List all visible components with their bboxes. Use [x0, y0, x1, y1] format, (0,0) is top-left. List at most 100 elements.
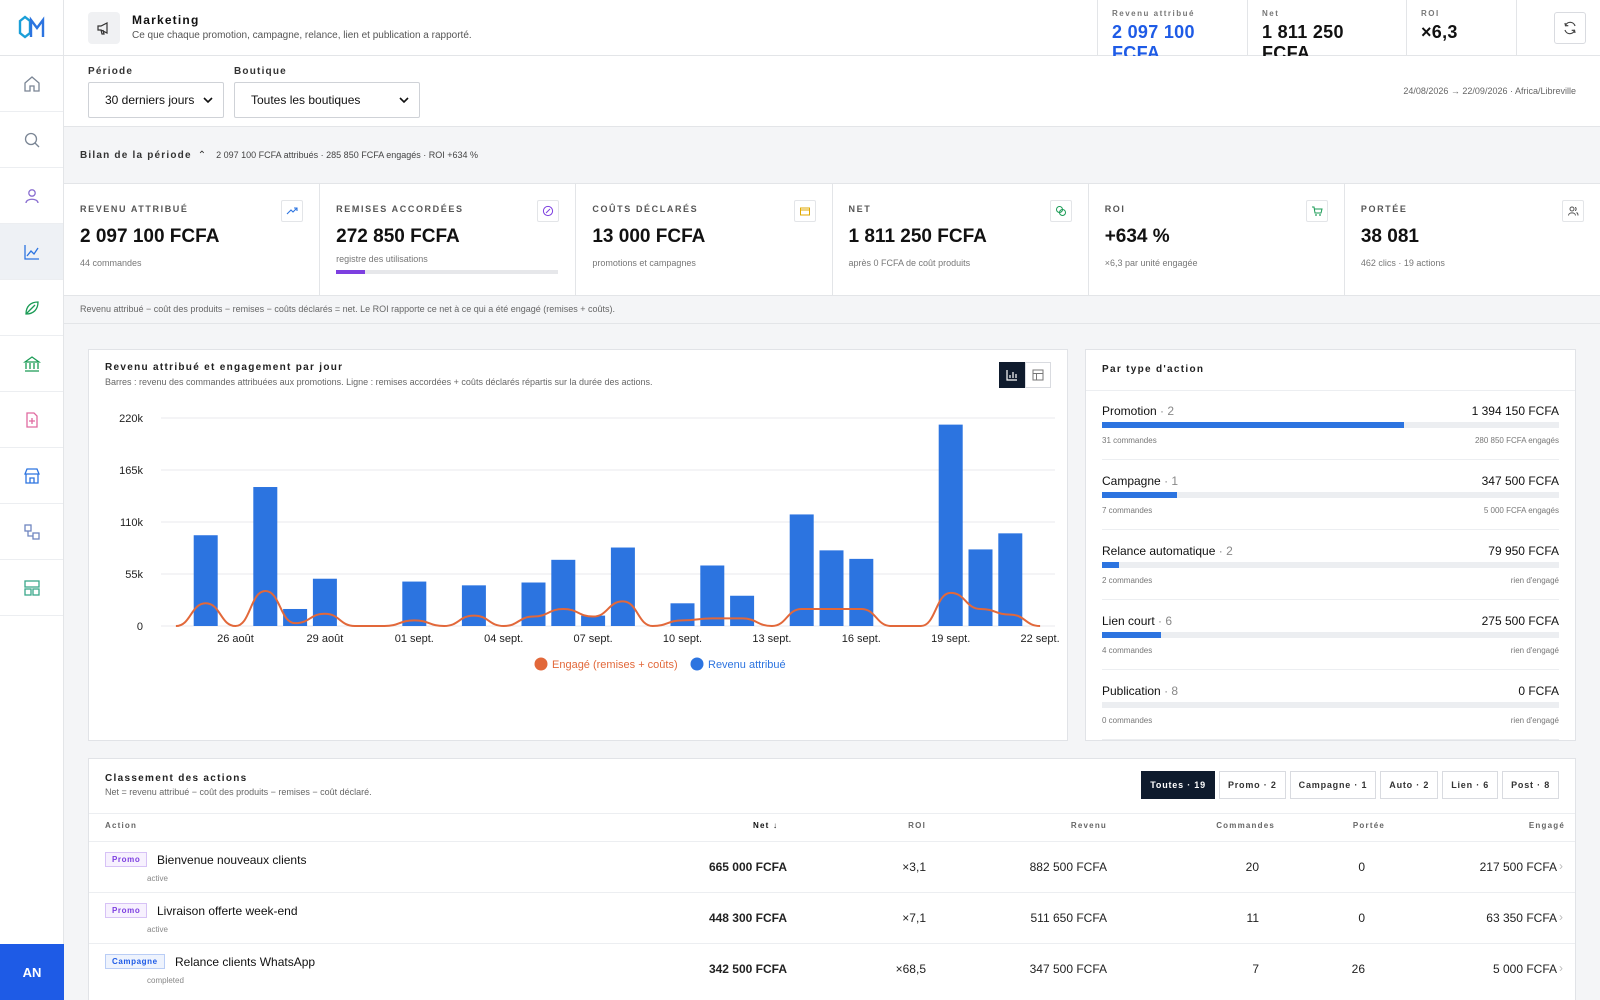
filter-chip[interactable]: Promo · 2	[1218, 771, 1286, 799]
table-row[interactable]: Promo Bienvenue nouveaux clients active 665…	[89, 841, 1575, 892]
ranking-filter-chips: Toutes · 19 Promo · 2 Campagne · 1 Auto · 2…	[1141, 771, 1559, 799]
chevron-down-icon	[399, 97, 409, 104]
card-net: Net 1 811 250 FCFA après 0 FCFA de coût …	[833, 184, 1089, 295]
card-label: Coûts déclarés	[592, 204, 699, 214]
nav-home[interactable]	[0, 56, 63, 112]
col-net[interactable]: Net ↓	[753, 821, 778, 830]
card-value: 1 811 250 FCFA	[848, 226, 987, 247]
revenue-chart: 0 55k 110k 165k 220k 26 août 29 août 01 sept. 04…	[119, 413, 1060, 671]
filter-chip[interactable]: Campagne · 1	[1289, 771, 1377, 799]
action-type-item[interactable]: Promotion · 2 1 394 150 FCFA 31 commandes 2…	[1102, 390, 1559, 460]
col-net-label: Net	[753, 821, 770, 830]
filter-chip[interactable]: Post · 8	[1502, 771, 1559, 799]
action-engaged: 5 000 FCFA	[1492, 962, 1557, 976]
action-type-tag: Campagne	[105, 954, 165, 969]
action-type-engaged: 5 000 FCFA engagés	[1483, 506, 1559, 515]
card-revenue: Revenu attribué 2 097 100 FCFA 44 comman…	[64, 184, 321, 295]
nav-marketing[interactable]	[0, 224, 63, 280]
refresh-icon	[1564, 21, 1576, 35]
period-summary-title: Bilan de la période	[80, 149, 192, 161]
page-subtitle: Ce que chaque promotion, campagne, relan…	[132, 30, 472, 41]
filter-chip[interactable]: Auto · 2	[1380, 771, 1439, 799]
action-roi: ×3,1	[902, 860, 926, 874]
logo-icon	[18, 14, 44, 39]
col-roi[interactable]: ROI	[908, 821, 926, 830]
nav-finance[interactable]	[0, 336, 63, 392]
app-logo[interactable]	[0, 0, 63, 56]
sort-desc-icon: ↓	[772, 821, 779, 830]
nav-search[interactable]	[0, 112, 63, 168]
home-icon	[23, 75, 40, 92]
x-tick-label: 01 sept.	[395, 633, 434, 645]
action-name: Livraison offerte week-end	[157, 904, 298, 918]
nav-customers[interactable]	[0, 168, 63, 224]
bar-chart-icon	[1006, 370, 1017, 381]
chevron-up-icon[interactable]: ⌃	[197, 149, 207, 161]
y-tick-label: 0	[137, 621, 143, 633]
card-sub: registre des utilisations	[336, 254, 428, 264]
wallet-icon	[793, 200, 816, 222]
action-type-name: Relance automatique · 2	[1102, 544, 1233, 558]
bank-icon	[22, 355, 41, 372]
users-icon	[1562, 200, 1585, 222]
action-type-item[interactable]: Relance automatique · 2 79 950 FCFA 2 comm…	[1102, 530, 1559, 600]
megaphone-icon	[88, 12, 120, 44]
action-type-engaged: rien d'engagé	[1510, 646, 1559, 655]
action-reach: 26	[1351, 962, 1365, 976]
chart-line-icon	[23, 244, 39, 260]
period-select[interactable]: 30 derniers jours	[88, 82, 224, 118]
action-type-item[interactable]: Lien court · 6 275 500 FCFA 4 commandes rie…	[1102, 600, 1559, 670]
nav-integrations[interactable]	[0, 504, 63, 560]
nav-products[interactable]	[0, 280, 63, 336]
col-orders[interactable]: Commandes	[1216, 821, 1275, 830]
col-revenue[interactable]: Revenu	[1070, 821, 1107, 830]
bar	[312, 578, 337, 626]
chevron-right-icon: ›	[1559, 859, 1563, 873]
col-engaged[interactable]: Engagé	[1528, 821, 1565, 830]
action-net: 342 500 FCFA	[708, 962, 787, 976]
layout-icon	[23, 579, 40, 596]
action-engaged: 63 350 FCFA	[1486, 911, 1557, 925]
filter-chip[interactable]: Toutes · 19	[1141, 771, 1215, 799]
x-tick-label: 07 sept.	[574, 633, 613, 645]
table-view-button[interactable]	[1025, 362, 1051, 388]
bar	[521, 582, 546, 626]
action-type-item[interactable]: Campagne · 1 347 500 FCFA 7 commandes 5 000…	[1102, 460, 1559, 530]
action-type-item[interactable]: Publication · 8 0 FCFA 0 commandes rien d'e…	[1102, 670, 1559, 740]
card-roi: ROI +634 % ×6,3 par unité engagée	[1089, 184, 1345, 295]
bar	[461, 585, 486, 626]
card-sub: après 0 FCFA de coût produits	[848, 258, 971, 268]
action-roi: ×68,5	[895, 962, 926, 976]
nav-shops[interactable]	[0, 448, 63, 504]
card-label: ROI	[1104, 204, 1126, 214]
nav-layout[interactable]	[0, 560, 63, 616]
period-summary[interactable]: Bilan de la période ⌃ 2 097 100 FCFA att…	[64, 127, 1600, 184]
col-reach[interactable]: Portée	[1352, 821, 1385, 830]
table-row[interactable]: Promo Livraison offerte week-end active 448…	[89, 892, 1575, 943]
shop-select[interactable]: Toutes les boutiques	[234, 82, 420, 118]
refresh-button[interactable]	[1554, 12, 1586, 44]
table-row[interactable]: Campagne Relance clients WhatsApp complete…	[89, 943, 1575, 994]
shop-select-value: Toutes les boutiques	[251, 93, 361, 107]
bar	[968, 549, 993, 626]
user-avatar[interactable]: AN	[0, 944, 64, 1000]
legend-label-revenue: Revenu attribué	[708, 659, 786, 671]
bar	[730, 595, 755, 626]
header-kpi-roi: ROI ×6,3	[1406, 0, 1516, 56]
card-value: +634 %	[1104, 226, 1170, 247]
col-action[interactable]: Action	[105, 821, 138, 830]
ranking-panel: Classement des actions Net = revenu attr…	[88, 758, 1576, 1000]
action-type-amount: 347 500 FCFA	[1481, 474, 1559, 488]
y-tick-label: 55k	[125, 569, 143, 581]
card-label: Net	[848, 204, 872, 214]
action-type-amount: 0 FCFA	[1518, 684, 1559, 698]
filter-chip[interactable]: Lien · 6	[1442, 771, 1499, 799]
legend-swatch-revenue	[690, 657, 704, 671]
action-type-amount: 1 394 150 FCFA	[1471, 404, 1559, 418]
header-kpi-label: ROI	[1421, 9, 1440, 18]
y-tick-label: 110k	[120, 517, 144, 529]
chart-view-button[interactable]	[999, 362, 1025, 388]
nav-documents[interactable]	[0, 392, 63, 448]
action-type-count: · 6	[1158, 614, 1173, 628]
action-type-name: Publication · 8	[1102, 684, 1179, 698]
